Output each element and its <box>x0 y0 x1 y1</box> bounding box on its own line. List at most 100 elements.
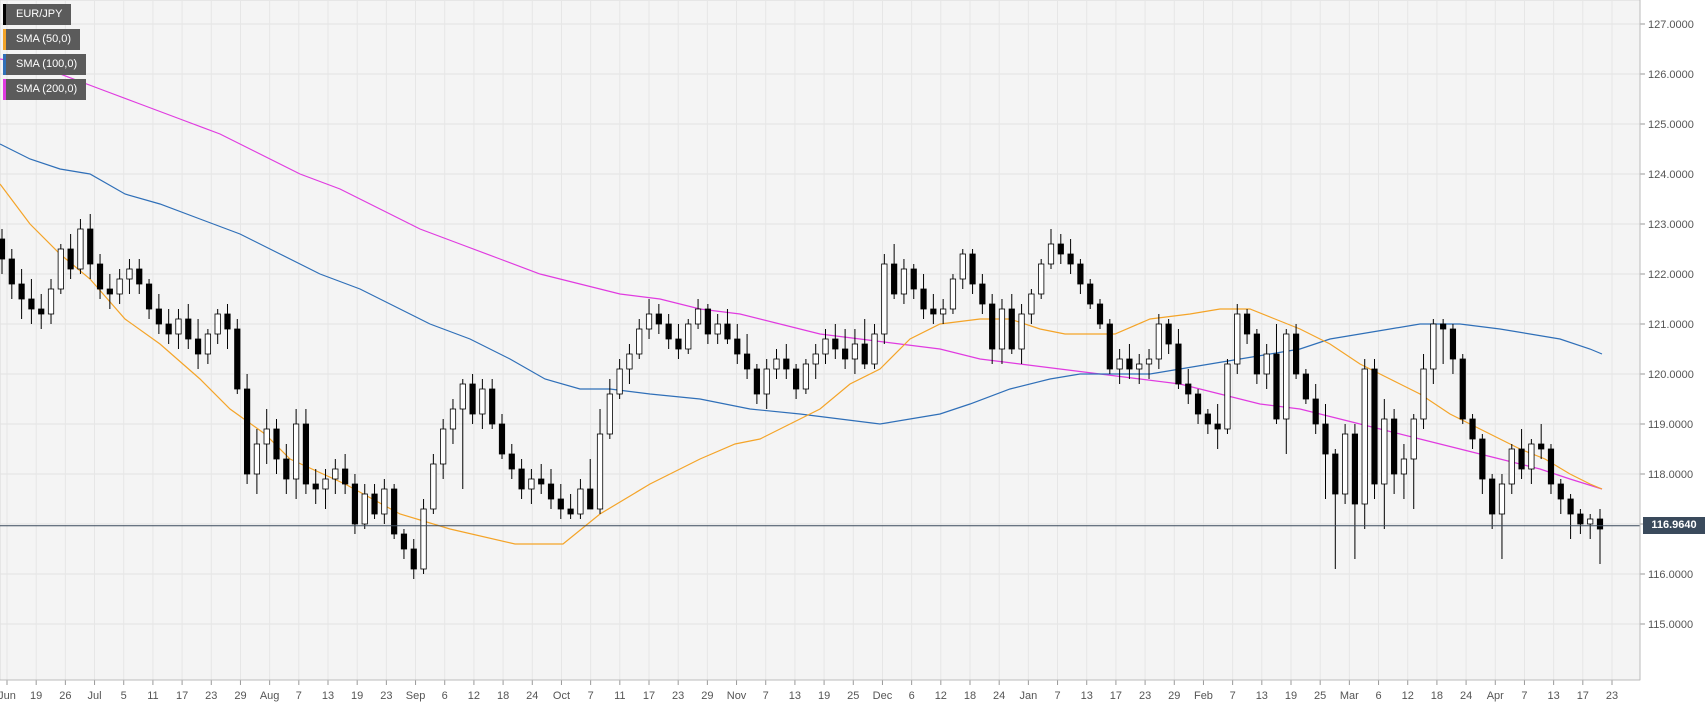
x-tick-label: 13 <box>1548 690 1560 702</box>
legend-item-sma200[interactable]: SMA (200,0) <box>3 79 87 100</box>
candle <box>655 304 662 334</box>
candle-body <box>400 533 408 550</box>
candle <box>391 484 398 539</box>
candle-body <box>979 283 986 305</box>
candle <box>106 274 113 309</box>
candle-body <box>410 548 417 570</box>
x-tick-label: Feb <box>1194 690 1213 702</box>
candle <box>332 459 339 494</box>
candle-body <box>87 228 94 265</box>
x-tick-label: 23 <box>1139 690 1151 702</box>
candle-body <box>842 348 849 360</box>
candle-body <box>694 308 702 325</box>
candle-body <box>734 338 741 355</box>
candle <box>381 479 388 524</box>
x-tick-label: 11 <box>147 690 158 702</box>
candle <box>116 269 123 304</box>
candle-body <box>96 263 104 290</box>
candle <box>861 319 868 369</box>
candle-body <box>77 228 84 270</box>
x-tick-label: 19 <box>1285 690 1297 702</box>
legend-swatch-sma100 <box>3 54 6 75</box>
x-tick-label: 12 <box>935 690 947 702</box>
candle <box>1391 409 1398 494</box>
legend-swatch-eurjpy <box>3 4 6 25</box>
candle <box>155 294 162 334</box>
x-tick-label: 6 <box>1375 690 1381 702</box>
candle-body <box>891 263 898 295</box>
candle <box>0 229 6 274</box>
candle-body <box>871 333 878 365</box>
candle <box>1224 359 1231 434</box>
x-tick-label: Aug <box>260 690 280 702</box>
x-tick-label: 7 <box>1054 690 1060 702</box>
candle <box>734 324 741 364</box>
candle-body <box>469 383 476 415</box>
legend-item-sma50[interactable]: SMA (50,0) <box>3 29 86 50</box>
candle <box>342 454 349 494</box>
candle <box>459 379 466 489</box>
candle <box>1155 314 1162 369</box>
candle-body <box>263 428 270 445</box>
candle <box>18 269 25 319</box>
candle <box>1067 239 1074 274</box>
candle <box>1430 319 1437 384</box>
candle <box>1038 259 1045 299</box>
y-tick-label: 123.0000 <box>1648 219 1694 231</box>
x-tick-label: 13 <box>1081 690 1093 702</box>
candle-body <box>175 318 182 335</box>
x-tick-label: 23 <box>672 690 684 702</box>
x-tick-label: Apr <box>1487 690 1504 702</box>
candle-body <box>567 508 574 515</box>
candle-body <box>1479 438 1486 480</box>
candle <box>910 264 917 299</box>
candle <box>1440 319 1447 364</box>
candle <box>1528 439 1535 484</box>
candle-body <box>234 328 241 390</box>
candle-body <box>1145 358 1153 365</box>
candle-body <box>861 343 868 365</box>
candle-body <box>920 288 927 310</box>
candle-body <box>106 288 113 295</box>
candle-body <box>1273 353 1280 420</box>
candle <box>714 314 721 344</box>
y-tick-label: 120.0000 <box>1648 369 1694 381</box>
legend-item-sma100[interactable]: SMA (100,0) <box>3 54 87 75</box>
x-tick-label: 19 <box>818 690 830 702</box>
candle-body <box>322 478 329 490</box>
candle-body <box>1224 363 1231 430</box>
candle-body <box>1459 358 1466 420</box>
candle-body <box>312 483 319 490</box>
candle <box>763 359 770 409</box>
candle-body <box>763 368 770 395</box>
candle-body <box>67 248 74 270</box>
candle <box>1145 349 1153 379</box>
candle-body <box>675 338 682 350</box>
candle <box>881 254 888 344</box>
x-tick-label: 19 <box>351 690 363 702</box>
legend-label-sma50: SMA (50,0) <box>6 29 81 50</box>
candle-body <box>155 308 162 325</box>
y-tick-label: 124.0000 <box>1648 169 1694 181</box>
candle <box>243 374 251 484</box>
x-tick-label: 17 <box>1110 690 1122 702</box>
candle <box>47 279 55 324</box>
candle-body <box>949 278 957 310</box>
candle <box>87 214 94 279</box>
candle <box>312 469 319 504</box>
legend-label-eurjpy: EUR/JPY <box>6 4 72 25</box>
candle <box>214 309 221 344</box>
legend-item-eurjpy[interactable]: EUR/JPY <box>3 4 86 25</box>
x-tick-label: 19 <box>30 690 42 702</box>
candle <box>1361 359 1368 529</box>
x-tick-label: 24 <box>1460 690 1472 702</box>
candle-body <box>1391 418 1398 475</box>
x-tick-label: 17 <box>643 690 655 702</box>
candle-body <box>1498 483 1506 515</box>
candle <box>283 444 290 494</box>
candle <box>1204 409 1211 434</box>
candle-body <box>1234 313 1241 365</box>
x-tick-label: 7 <box>296 690 302 702</box>
candle-body <box>381 488 388 515</box>
